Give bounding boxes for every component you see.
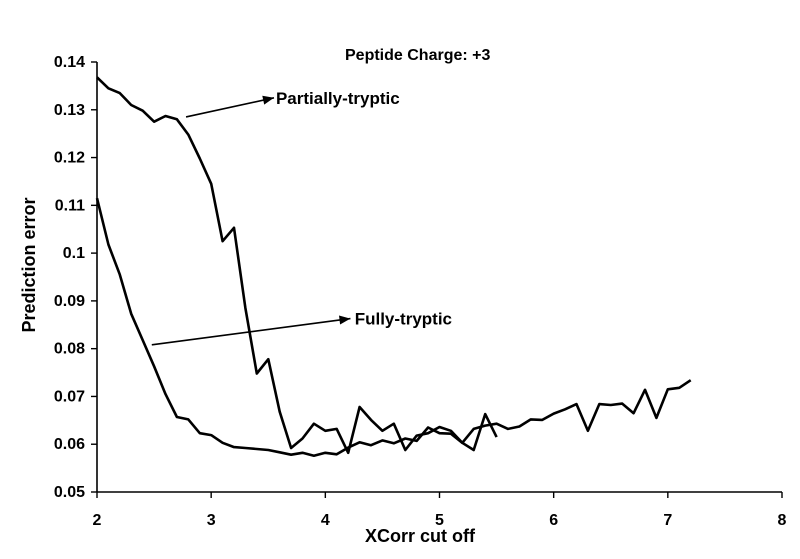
annotation-arrowhead <box>339 315 351 325</box>
x-tick-label: 2 <box>93 512 102 529</box>
y-axis-title: Prediction error <box>19 197 39 332</box>
y-tick-label: 0.1 <box>63 245 85 262</box>
annotation-arrow <box>151 317 351 346</box>
annotation-label: Partially-tryptic <box>276 89 400 108</box>
y-tick-label: 0.13 <box>54 102 85 119</box>
series-lines <box>95 76 692 458</box>
x-tick-label: 3 <box>207 512 216 529</box>
x-tick-label: 6 <box>549 512 558 529</box>
x-tick-label: 4 <box>321 512 330 529</box>
y-tick-label: 0.11 <box>55 197 85 214</box>
x-axis-title: XCorr cut off <box>365 526 476 546</box>
y-tick-label: 0.06 <box>54 436 85 453</box>
y-tick-label: 0.08 <box>54 341 85 358</box>
series-line-partially-tryptic <box>96 76 498 455</box>
y-tick-label: 0.09 <box>54 293 85 310</box>
series-line-fully-tryptic <box>95 197 692 458</box>
x-tick-label: 8 <box>778 512 787 529</box>
y-tick-label: 0.07 <box>54 388 85 405</box>
chart-title: Peptide Charge: +3 <box>345 47 490 64</box>
y-tick-label: 0.14 <box>54 54 85 71</box>
y-tick-label: 0.12 <box>54 150 85 167</box>
annotations: Partially-tryptic Fully-tryptic <box>151 89 452 346</box>
x-tick-label: 5 <box>435 512 444 529</box>
annotation-label: Fully-tryptic <box>355 310 452 329</box>
axes: 0.05 0.06 0.07 0.08 0.09 0.1 0.11 0.12 0.13 0.14 2… <box>54 54 787 529</box>
annotation-arrowhead <box>262 95 274 105</box>
x-tick-label: 7 <box>663 512 672 529</box>
annotation-arrow <box>185 97 275 118</box>
y-tick-label: 0.05 <box>54 484 85 501</box>
